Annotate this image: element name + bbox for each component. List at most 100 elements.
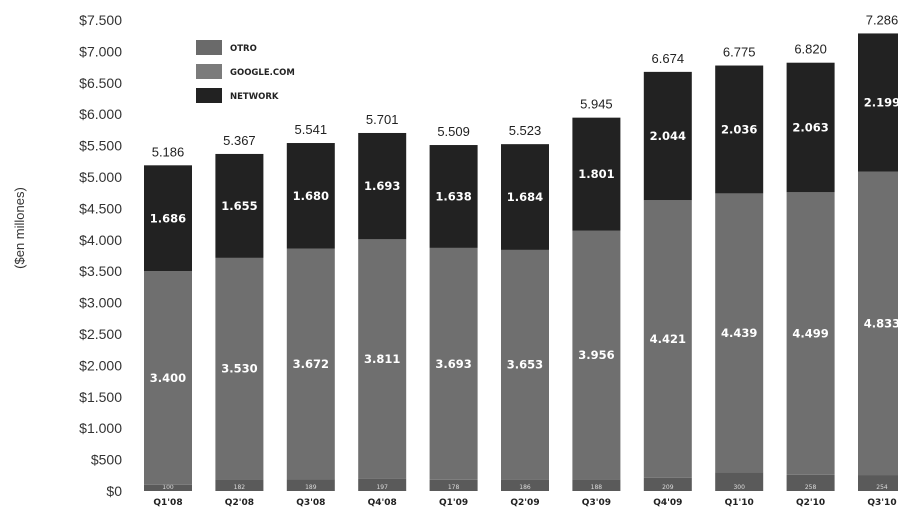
google-segment bbox=[786, 192, 835, 475]
network-segment bbox=[572, 117, 621, 231]
network-value-label: 1.693 bbox=[364, 179, 400, 193]
network-value-label: 2.199 bbox=[864, 95, 898, 109]
otro-segment bbox=[358, 478, 407, 491]
network-segment bbox=[215, 153, 264, 258]
y-tick-label: $1.500 bbox=[79, 389, 122, 405]
legend: OTRO GOOGLE.COM NETWORK bbox=[196, 40, 295, 103]
total-label: 6.820 bbox=[794, 42, 827, 57]
x-tick-label: Q2'08 bbox=[225, 498, 254, 508]
otro-segment bbox=[643, 477, 692, 491]
bar-group: 178 3.693 1.638 5.509 Q1'09 bbox=[429, 124, 478, 508]
network-segment bbox=[358, 132, 407, 240]
total-label: 5.523 bbox=[509, 123, 542, 138]
y-tick-label: $5.500 bbox=[79, 138, 122, 154]
otro-segment bbox=[286, 479, 335, 491]
x-tick-label: Q4'09 bbox=[653, 498, 682, 508]
otro-value-label: 197 bbox=[376, 484, 388, 491]
google-value-label: 4.421 bbox=[650, 332, 686, 346]
google-segment bbox=[429, 247, 478, 480]
legend-swatch bbox=[196, 64, 222, 79]
otro-segment bbox=[215, 479, 264, 491]
network-segment bbox=[429, 145, 478, 248]
network-segment bbox=[501, 144, 549, 250]
otro-segment bbox=[858, 475, 898, 491]
google-segment bbox=[643, 200, 692, 478]
network-value-label: 1.655 bbox=[221, 199, 257, 213]
legend-label: GOOGLE.COM bbox=[230, 68, 295, 78]
x-tick-label: Q2'09 bbox=[510, 498, 539, 508]
y-tick-label: $2.000 bbox=[79, 357, 122, 373]
bar-group: 189 3.672 1.680 5.541 Q3'08 bbox=[286, 122, 335, 508]
y-axis: $0 $500 $1.000 $1.500 $2.000 $2.500 $3.000 $3.5… bbox=[79, 12, 122, 499]
google-segment bbox=[572, 230, 621, 480]
network-value-label: 2.063 bbox=[792, 120, 828, 134]
y-axis-label: ($en millones) bbox=[12, 187, 27, 269]
google-value-label: 4.833 bbox=[864, 316, 898, 330]
y-tick-label: $6.500 bbox=[79, 75, 122, 91]
x-tick-label: Q2'10 bbox=[796, 498, 825, 508]
y-tick-label: $3.000 bbox=[79, 295, 122, 311]
total-label: 5.945 bbox=[580, 97, 613, 112]
y-tick-label: $6.000 bbox=[79, 106, 122, 122]
otro-value-label: 254 bbox=[876, 484, 888, 491]
legend-swatch bbox=[196, 88, 222, 103]
otro-value-label: 189 bbox=[305, 484, 317, 491]
network-value-label: 1.801 bbox=[578, 167, 614, 181]
total-label: 6.674 bbox=[652, 51, 685, 66]
bar-group: 100 3.400 1.686 5.186 Q1'08 bbox=[144, 144, 192, 508]
bar-group: 258 4.499 2.063 6.820 Q2'10 bbox=[786, 42, 835, 508]
google-segment bbox=[358, 239, 407, 479]
x-tick-label: Q1'10 bbox=[725, 498, 754, 508]
y-tick-label: $1.000 bbox=[79, 420, 122, 436]
google-value-label: 4.499 bbox=[792, 327, 828, 341]
google-value-label: 3.811 bbox=[364, 352, 400, 366]
x-tick-label: Q3'09 bbox=[582, 498, 611, 508]
total-label: 5.701 bbox=[366, 112, 399, 127]
network-segment bbox=[643, 71, 692, 201]
google-value-label: 3.693 bbox=[435, 357, 471, 371]
total-label: 6.775 bbox=[723, 45, 756, 60]
bar-group: 254 4.833 2.199 7.286 Q3'10 bbox=[858, 12, 898, 508]
otro-value-label: 188 bbox=[591, 484, 603, 491]
bar-group: 188 3.956 1.801 5.945 Q3'09 bbox=[572, 97, 621, 508]
network-value-label: 2.036 bbox=[721, 122, 757, 136]
google-segment bbox=[501, 249, 549, 480]
otro-value-label: 209 bbox=[662, 484, 674, 491]
otro-segment bbox=[572, 479, 621, 491]
google-value-label: 3.653 bbox=[507, 358, 543, 372]
bars: 100 3.400 1.686 5.186 Q1'08 182 3.530 1.655 5.36… bbox=[144, 12, 898, 508]
x-tick-label: Q1'09 bbox=[439, 498, 468, 508]
otro-segment bbox=[501, 479, 549, 491]
google-segment bbox=[715, 193, 764, 473]
network-value-label: 1.684 bbox=[507, 190, 543, 204]
network-segment bbox=[858, 33, 898, 172]
otro-value-label: 258 bbox=[805, 484, 817, 491]
x-tick-label: Q4'08 bbox=[368, 498, 397, 508]
x-tick-label: Q3'10 bbox=[867, 498, 896, 508]
network-value-label: 1.680 bbox=[293, 189, 329, 203]
network-segment bbox=[715, 65, 764, 194]
x-tick-label: Q1'08 bbox=[153, 498, 182, 508]
network-segment bbox=[286, 143, 335, 249]
otro-value-label: 100 bbox=[162, 484, 174, 491]
total-label: 5.367 bbox=[223, 133, 256, 148]
total-label: 5.509 bbox=[437, 124, 470, 139]
google-value-label: 3.400 bbox=[150, 371, 186, 385]
y-tick-label: $4.500 bbox=[79, 200, 122, 216]
y-tick-label: $3.500 bbox=[79, 263, 122, 279]
otro-segment bbox=[429, 479, 478, 491]
google-segment bbox=[858, 171, 898, 476]
google-segment bbox=[144, 271, 192, 485]
network-segment bbox=[786, 62, 835, 193]
y-tick-label: $7.500 bbox=[79, 12, 122, 28]
otro-value-label: 178 bbox=[448, 484, 460, 491]
bar-group: 182 3.530 1.655 5.367 Q2'08 bbox=[215, 133, 264, 508]
google-value-label: 4.439 bbox=[721, 326, 757, 340]
network-value-label: 1.686 bbox=[150, 211, 186, 225]
bar-group: 197 3.811 1.693 5.701 Q4'08 bbox=[358, 112, 407, 508]
bar-group: 186 3.653 1.684 5.523 Q2'09 bbox=[501, 123, 549, 508]
total-label: 5.186 bbox=[152, 144, 185, 159]
bar-group: 209 4.421 2.044 6.674 Q4'09 bbox=[643, 51, 692, 508]
otro-value-label: 186 bbox=[519, 484, 531, 491]
y-tick-label: $4.000 bbox=[79, 232, 122, 248]
